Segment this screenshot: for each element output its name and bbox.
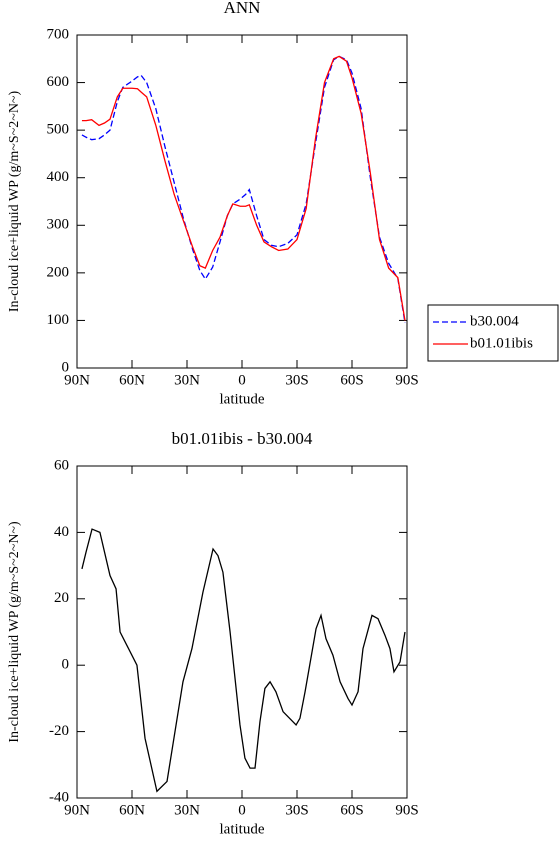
y-tick-label: 700 — [47, 26, 70, 42]
x-tick-label: 90S — [395, 802, 418, 818]
series-line — [81, 55, 406, 323]
y-tick-label: 500 — [47, 122, 70, 138]
legend-box — [427, 304, 559, 362]
y-tick-label: 200 — [47, 264, 70, 280]
y-tick-label: 300 — [47, 217, 70, 233]
x-tick-label: 30N — [174, 802, 200, 818]
series-line — [81, 528, 406, 793]
y-tick-label: 100 — [47, 312, 70, 328]
y-tick-label: -40 — [49, 789, 69, 805]
x-tick-label: 30S — [285, 802, 308, 818]
x-tick-label: 0 — [238, 802, 246, 818]
y-tick-label: 0 — [62, 657, 70, 673]
y-tick-label: -20 — [49, 723, 69, 739]
x-tick-label: 60S — [340, 372, 363, 388]
plot-frame — [76, 465, 408, 799]
x-axis-label: latitude — [220, 391, 265, 407]
x-tick-label: 60N — [119, 372, 145, 388]
x-tick-label: 90N — [64, 802, 90, 818]
x-tick-label: 60S — [340, 802, 363, 818]
series-line — [81, 55, 406, 321]
y-tick-label: 600 — [47, 74, 70, 90]
y-tick-label: 20 — [54, 590, 69, 606]
x-tick-label: 60N — [119, 802, 145, 818]
x-tick-label: 0 — [238, 372, 246, 388]
y-tick-label: 0 — [62, 359, 70, 375]
chart-title: b01.01ibis - b30.004 — [172, 429, 313, 448]
chart-title: ANN — [224, 0, 261, 17]
legend-label: b01.01ibis — [470, 335, 533, 351]
y-axis-label: In-cloud ice+liquid WP (g/m~S~2~N~) — [7, 91, 22, 313]
y-tick-label: 400 — [47, 169, 70, 185]
legend-label: b30.004 — [470, 313, 519, 329]
legend: b30.004 b01.01ibis — [427, 304, 559, 362]
y-tick-label: 40 — [54, 524, 69, 540]
plot-frame — [76, 34, 408, 369]
x-tick-label: 30N — [174, 372, 200, 388]
y-tick-label: 60 — [54, 457, 69, 473]
x-tick-label: 30S — [285, 372, 308, 388]
x-axis-label: latitude — [220, 821, 265, 837]
y-axis-label: In-cloud ice+liquid WP (g/m~S~2~N~) — [7, 521, 22, 743]
x-tick-label: 90S — [395, 372, 418, 388]
x-tick-label: 90N — [64, 372, 90, 388]
